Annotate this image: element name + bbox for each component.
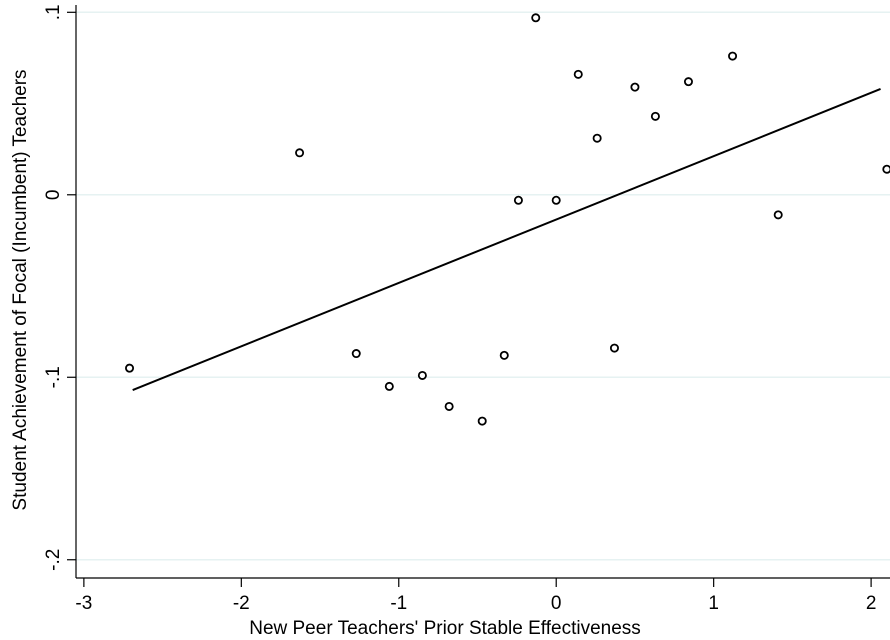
x-tick-label: 2 xyxy=(866,593,877,614)
data-point xyxy=(728,51,738,61)
data-point xyxy=(609,343,619,353)
data-point xyxy=(351,349,361,359)
data-point xyxy=(592,133,602,143)
x-tick-label: 1 xyxy=(708,593,719,614)
y-axis-label: Student Achievement of Focal (Incumbent)… xyxy=(10,69,31,510)
data-points xyxy=(125,13,890,426)
data-point xyxy=(513,195,523,205)
y-tick-label: -.1 xyxy=(43,366,64,388)
x-tick-label: -3 xyxy=(75,593,92,614)
x-tick-label: -2 xyxy=(233,593,250,614)
x-ticks: -3 -2 -1 0 1 2 xyxy=(75,578,876,614)
data-point xyxy=(477,416,487,426)
data-point xyxy=(573,69,583,79)
y-tick-label: .1 xyxy=(43,4,64,20)
y-tick-label: -.2 xyxy=(43,549,64,571)
data-point xyxy=(773,210,783,220)
x-tick-label: -1 xyxy=(390,593,407,614)
fit-line-group xyxy=(132,88,881,391)
data-point xyxy=(499,350,509,360)
grid-lines xyxy=(76,11,890,561)
data-point xyxy=(683,77,693,87)
fit-line xyxy=(132,88,881,391)
data-point xyxy=(384,381,394,391)
data-point xyxy=(125,363,135,373)
y-ticks: .1 0 -.1 -.2 xyxy=(43,4,76,571)
y-tick-label: 0 xyxy=(43,189,64,200)
x-axis-label: New Peer Teachers' Prior Stable Effectiv… xyxy=(249,618,641,639)
data-point xyxy=(444,401,454,411)
x-tick-label: 0 xyxy=(551,593,562,614)
data-point xyxy=(630,82,640,92)
data-point xyxy=(551,195,561,205)
axes xyxy=(75,5,890,579)
data-point xyxy=(295,148,305,158)
data-point xyxy=(531,13,541,23)
data-point xyxy=(417,370,427,380)
data-point xyxy=(650,111,660,121)
data-point xyxy=(882,164,890,174)
